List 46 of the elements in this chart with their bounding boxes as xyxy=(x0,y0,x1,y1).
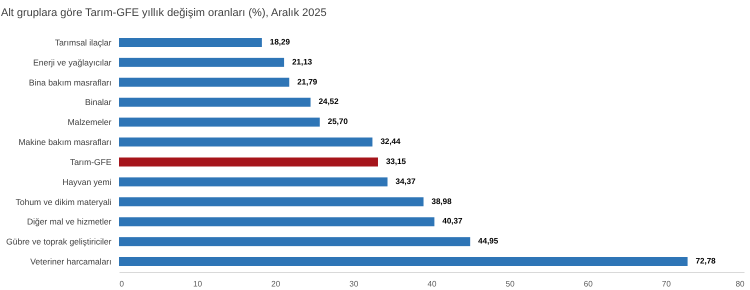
x-tick-label: 10 xyxy=(193,280,203,288)
data-label: 32,44 xyxy=(380,137,402,146)
y-tick-label: Enerji ve yağlayıcılar xyxy=(33,57,112,68)
x-tick-label: 20 xyxy=(271,280,281,288)
data-label: 38,98 xyxy=(432,196,452,206)
bar xyxy=(119,217,434,226)
x-tick-label: 0 xyxy=(120,280,124,288)
data-label: 44,95 xyxy=(478,236,499,246)
x-tick-label: 40 xyxy=(428,280,437,288)
bar xyxy=(119,98,311,107)
data-label: 21,79 xyxy=(297,77,318,86)
bar xyxy=(119,257,688,266)
bar xyxy=(119,157,378,166)
data-label: 40,37 xyxy=(442,216,463,226)
y-tick-label: Tohum ve dikim materyali xyxy=(16,196,112,207)
data-label: 21,13 xyxy=(292,57,313,66)
data-label: 34,37 xyxy=(396,176,416,186)
data-label: 72,78 xyxy=(696,256,716,266)
y-tick-label: Tarımsal ilaçlar xyxy=(54,37,112,48)
bar xyxy=(119,138,372,147)
x-tick-label: 50 xyxy=(506,280,516,288)
bar xyxy=(119,237,470,246)
chart-title: Alt gruplara göre Tarım-GFE yıllık değişim oranları (%), Aralık 2025 xyxy=(1,7,327,19)
data-label: 18,29 xyxy=(270,37,290,46)
y-tick-label: Diğer mal ve hizmetler xyxy=(26,216,112,227)
y-tick-label: Tarım-GFE xyxy=(70,156,112,167)
data-label: 25,70 xyxy=(328,117,348,126)
y-tick-label: Binalar xyxy=(85,97,112,108)
y-tick-label: Hayvan yemi xyxy=(62,176,112,187)
y-tick-label: Bina bakım masrafları xyxy=(28,77,112,88)
y-tick-label: Veteriner harcamaları xyxy=(30,256,112,267)
y-tick-label: Gübre ve toprak geliştiriciler xyxy=(6,236,112,247)
x-tick-label: 80 xyxy=(736,280,746,288)
x-tick-label: 70 xyxy=(662,280,672,288)
bar xyxy=(119,177,388,186)
bar xyxy=(119,78,290,87)
bar xyxy=(119,58,284,67)
x-tick-label: 30 xyxy=(349,280,359,288)
y-tick-label: Makine bakım masrafları xyxy=(18,137,112,148)
bar xyxy=(119,197,424,206)
bar xyxy=(119,38,262,47)
x-tick-label: 60 xyxy=(584,280,594,288)
data-label: 33,15 xyxy=(386,156,407,166)
bar xyxy=(119,118,320,127)
y-tick-label: Malzemeler xyxy=(68,117,112,128)
data-label: 24,52 xyxy=(318,97,340,106)
